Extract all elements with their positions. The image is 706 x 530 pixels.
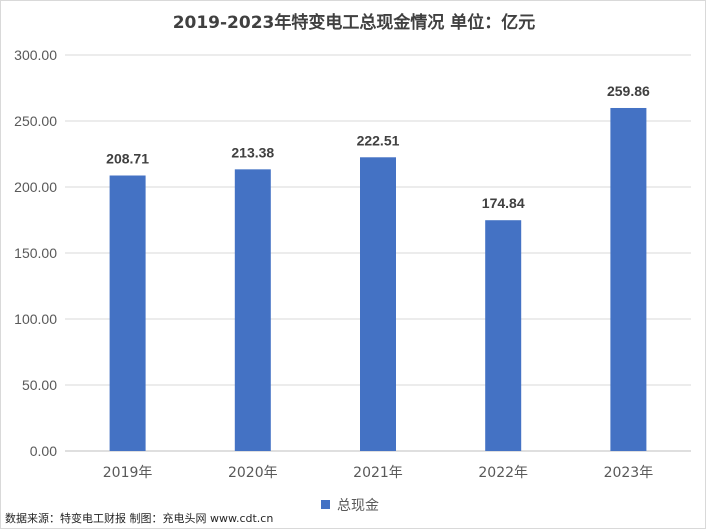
x-tick-label: 2019年 [103,465,153,481]
x-tick-label: 2023年 [604,465,654,481]
bar-2022年 [485,220,522,451]
data-label: 259.86 [607,83,650,99]
legend-swatch [321,500,330,509]
x-axis-ticks: 2019年 2020年 2021年 2022年 2023年 [103,465,653,481]
x-tick-label: 2020年 [228,465,278,481]
bar-2021年 [360,157,396,451]
legend-label-总现金: 总现金 [337,498,379,514]
y-tick-label: 300.00 [14,47,57,63]
data-labels: 208.71 213.38 222.51 174.84 259.86 [106,83,650,211]
y-tick-label: 100.00 [14,311,57,327]
y-tick-label: 200.00 [14,179,57,195]
legend: 总现金 [321,498,379,514]
source-note: 数据来源：特变电工财报 制图：充电头网 www.cdt.cn [5,511,273,525]
y-tick-label: 150.00 [14,245,57,261]
bars [109,107,647,452]
data-label: 208.71 [106,151,149,167]
bar-2019年 [109,175,146,451]
y-tick-label: 0.00 [30,443,57,459]
y-tick-label: 250.00 [14,113,57,129]
chart-title: 2019-2023年特变电工总现金情况 单位：亿元 [173,12,536,33]
data-label: 222.51 [357,132,400,148]
y-axis-ticks: 0.00 50.00 100.00 150.00 200.00 250.00 300.00 [14,47,57,459]
x-tick-label: 2022年 [478,465,528,481]
bar-2020年 [234,169,271,452]
x-tick-label: 2021年 [353,465,403,481]
y-tick-label: 50.00 [22,377,57,393]
data-label: 174.84 [482,195,525,211]
data-label: 213.38 [231,144,274,160]
bar-2023年 [610,107,647,451]
